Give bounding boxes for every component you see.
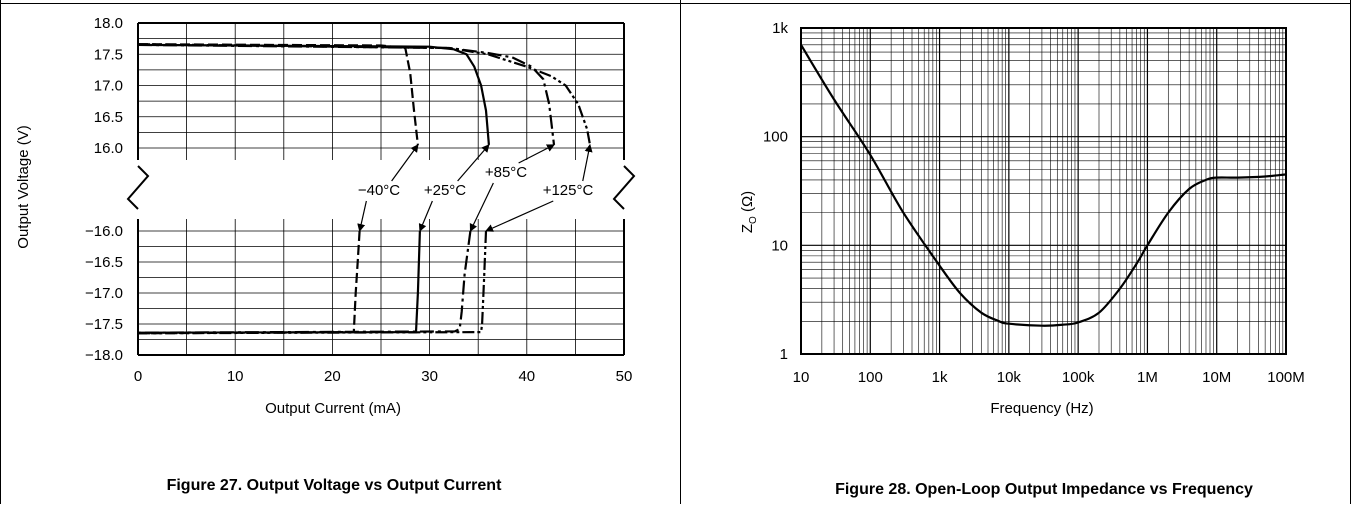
chart1-x-axis-label: Output Current (mA) bbox=[265, 400, 401, 417]
chart1-annotation-arrow bbox=[469, 182, 494, 232]
chart1-series-3-lower bbox=[137, 230, 488, 335]
chart1-x-tick-label: 40 bbox=[518, 368, 535, 385]
chart2-x-tick-label: 100M bbox=[1267, 369, 1305, 386]
chart1-break-mark-left bbox=[126, 165, 150, 210]
chart1-annotation-arrow bbox=[457, 144, 490, 182]
chart-output-voltage-vs-current: −40°C +25°C +85°C +125°C 0 10 20 30 40 50 18.0 17.… bbox=[15, 15, 636, 494]
chart1-series-3-upper bbox=[137, 43, 592, 146]
chart1-y-tick-label-top: 18.0 bbox=[94, 15, 123, 32]
chart2-tick-labels: 10 100 1k 10k 100k 1M 10M 100M 1 10 100 1k bbox=[763, 20, 1305, 386]
chart2-title: Figure 28. Open-Loop Output Impedance vs… bbox=[835, 481, 1253, 498]
chart1-y-tick-label-bottom: −17.5 bbox=[85, 316, 123, 333]
chart1-grid bbox=[137, 22, 625, 356]
chart2-y-axis-label-unit: (Ω) bbox=[739, 191, 756, 216]
chart1-annotation-bg bbox=[353, 181, 405, 200]
chart2-y-tick-label: 1k bbox=[772, 20, 788, 37]
chart1-x-tick-label: 0 bbox=[134, 368, 142, 385]
chart1-annotation-label: +85°C bbox=[485, 164, 527, 181]
chart1-tick-labels: 0 10 20 30 40 50 18.0 17.5 17.0 16.5 16.0 −16.0 −16.… bbox=[85, 15, 632, 385]
chart1-y-tick-label-top: 17.0 bbox=[94, 78, 123, 95]
chart2-x-tick-label: 10M bbox=[1202, 369, 1231, 386]
chart1-annotation-bg bbox=[419, 181, 471, 200]
chart1-y-tick-label-bottom: −18.0 bbox=[85, 347, 123, 364]
chart2-series-impedance bbox=[800, 44, 1287, 327]
chart2-y-axis-label-sub: O bbox=[748, 216, 759, 224]
chart1-y-tick-label-bottom: −17.0 bbox=[85, 285, 123, 302]
chart2-y-tick-label: 100 bbox=[763, 129, 788, 146]
chart1-annotation-arrow bbox=[418, 200, 433, 232]
chart2-plot-border bbox=[800, 27, 1287, 355]
chart1-break-mark-right bbox=[612, 165, 636, 210]
chart1-x-tick-label: 50 bbox=[616, 368, 633, 385]
chart1-y-tick-label-top: 17.5 bbox=[94, 46, 123, 63]
chart1-y-tick-label-bottom: −16.0 bbox=[85, 223, 123, 240]
chart2-grid bbox=[800, 27, 1287, 355]
chart2-x-tick-label: 100k bbox=[1062, 369, 1095, 386]
chart2-x-tick-label: 1M bbox=[1137, 369, 1158, 386]
chart1-annotation-arrow bbox=[357, 200, 367, 232]
chart2-y-tick-label: 1 bbox=[780, 346, 788, 363]
chart2-x-tick-label: 1k bbox=[932, 369, 948, 386]
chart1-title: Figure 27. Output Voltage vs Output Curr… bbox=[167, 477, 503, 494]
chart-output-impedance-vs-frequency: 10 100 1k 10k 100k 1M 10M 100M 1 10 100 1k Frequenc… bbox=[739, 20, 1305, 498]
chart1-y-axis-label: Output Voltage (V) bbox=[15, 125, 32, 248]
chart1-annotation-bg bbox=[538, 181, 598, 200]
chart1-x-tick-label: 20 bbox=[324, 368, 341, 385]
chart2-x-tick-label: 10 bbox=[793, 369, 810, 386]
chart1-series-1-upper bbox=[137, 43, 490, 145]
chart1-annotation-arrow bbox=[391, 144, 419, 182]
chart1-series-2-upper bbox=[137, 43, 556, 146]
chart2-y-axis-label-main: Z bbox=[739, 224, 756, 233]
chart1-x-tick-label: 30 bbox=[421, 368, 438, 385]
chart1-y-tick-label-top: 16.0 bbox=[94, 140, 123, 157]
chart1-annotation-arrow bbox=[582, 143, 593, 182]
chart2-x-tick-label: 10k bbox=[997, 369, 1022, 386]
chart1-series bbox=[137, 43, 592, 335]
chart1-y-tick-label-top: 16.5 bbox=[94, 109, 123, 126]
chart2-x-axis-label: Frequency (Hz) bbox=[990, 400, 1093, 417]
chart2-x-tick-label: 100 bbox=[858, 369, 883, 386]
chart1-annotation-bg bbox=[480, 163, 532, 182]
chart1-series-0-upper bbox=[137, 43, 419, 146]
chart2-y-tick-label: 10 bbox=[771, 237, 788, 254]
chart1-annotation-arrow bbox=[518, 144, 555, 164]
chart2-series bbox=[800, 44, 1287, 327]
chart1-x-tick-label: 10 bbox=[227, 368, 244, 385]
chart1-annotation-arrow bbox=[485, 200, 554, 232]
chart1-annotation-label: +25°C bbox=[424, 182, 466, 199]
chart1-annotation-label: −40°C bbox=[358, 182, 400, 199]
chart1-y-tick-label-bottom: −16.5 bbox=[85, 254, 123, 271]
chart1-series-2-lower bbox=[137, 230, 472, 334]
chart1-annotations: −40°C +25°C +85°C +125°C bbox=[353, 143, 598, 232]
chart1-annotation-label: +125°C bbox=[543, 182, 594, 199]
chart2-y-axis-label: ZO (Ω) bbox=[739, 191, 759, 233]
